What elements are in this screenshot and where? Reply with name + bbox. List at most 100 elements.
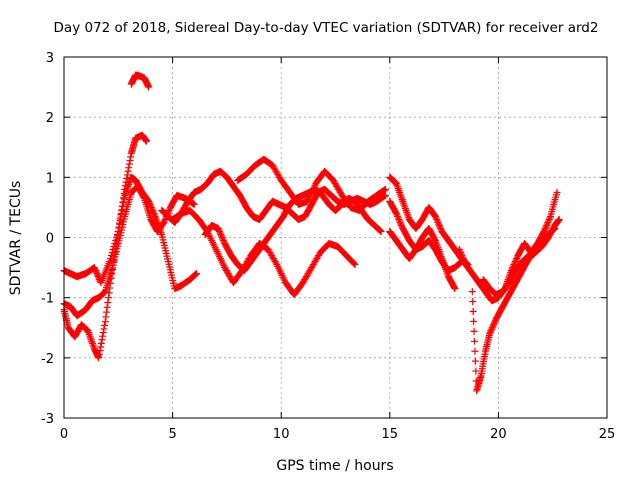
data-point [381,185,389,193]
x-tick-label: 10 [273,427,290,442]
data-point [381,192,389,200]
data-point [435,221,443,229]
data-point [435,220,443,228]
data-point [116,219,124,227]
data-point [436,223,444,231]
data-point [95,350,103,358]
x-axis-title: GPS time / hours [276,458,393,474]
data-point [92,267,100,275]
x-tick-label: 0 [60,427,68,442]
data-point [149,206,157,214]
data-point [127,153,135,161]
data-point [487,327,495,335]
data-point [97,339,105,347]
data-point [92,268,100,276]
data-point [350,260,358,268]
x-tick-label: 25 [599,427,616,442]
data-point [544,218,552,226]
data-point [191,271,199,279]
series-arc-d [127,71,153,91]
data-point [376,226,384,234]
data-point [392,209,400,217]
data-point [122,178,130,186]
y-axis-title: SDTVAR / TECUs [8,181,24,296]
data-point [215,226,223,234]
data-point [553,188,561,196]
data-point [189,200,197,208]
data-point [216,227,224,235]
data-point [511,258,519,266]
data-point [543,221,551,229]
grid [64,57,607,418]
data-point [471,357,479,365]
series-arc-k [386,224,459,293]
series-arc-b [60,131,151,362]
data-point [545,215,553,223]
data-point [101,321,109,329]
data-point [540,227,548,235]
data-point [486,328,494,336]
series-arc-c [60,182,198,320]
data-point [90,264,98,272]
data-point [104,298,112,306]
data-point [469,308,477,316]
data-point [437,224,445,232]
y-tick-label: 0 [46,232,54,247]
data-point [455,246,463,254]
data-point [456,247,464,255]
y-tick-label: 2 [46,111,54,126]
series-arc-h [234,155,389,214]
chart-title: Day 072 of 2018, Sidereal Day-to-day VTE… [54,20,599,36]
data-point [486,330,494,338]
data-point [126,156,134,164]
data-point [123,175,131,183]
data-point [551,224,559,232]
data-point [161,217,169,225]
data-point [546,214,554,222]
series-arc-e [158,167,389,226]
data-point [469,298,477,306]
data-point [99,332,107,340]
data-point [103,308,111,316]
data-point [491,318,499,326]
data-point [91,265,99,273]
data-point [472,367,480,375]
data-point [459,255,467,263]
data-point [160,218,168,226]
x-tick-label: 5 [168,427,176,442]
data-point [488,325,496,333]
data-point [125,164,133,172]
y-axis-ticks: -3 -2 -1 0 1 2 3 [41,51,607,427]
data-point [541,226,549,234]
y-tick-label: -1 [41,292,54,307]
data-point [120,194,128,202]
data-point [149,208,157,216]
data-point [121,185,129,193]
data-point [192,270,200,278]
data-point [96,347,104,355]
data-point [98,336,106,344]
data-point [102,313,110,321]
data-point [489,322,497,330]
data-point [490,319,498,327]
data-point [450,283,458,291]
x-tick-label: 20 [490,427,507,442]
data-point [120,190,128,198]
data-point [460,256,468,264]
data-point [468,288,476,296]
data-point [145,83,153,91]
data-point [147,203,155,211]
data-point [118,202,126,210]
data-point [218,234,226,241]
data-point [550,225,558,233]
data-point [490,321,498,329]
series-arc-f [169,206,359,299]
data-point [123,171,131,179]
series-arc-n [479,224,559,299]
data-point [219,237,227,245]
data-point [397,220,405,228]
data-point [471,347,479,355]
data-point [431,235,439,243]
data-point [542,223,550,231]
data-point [398,221,406,229]
